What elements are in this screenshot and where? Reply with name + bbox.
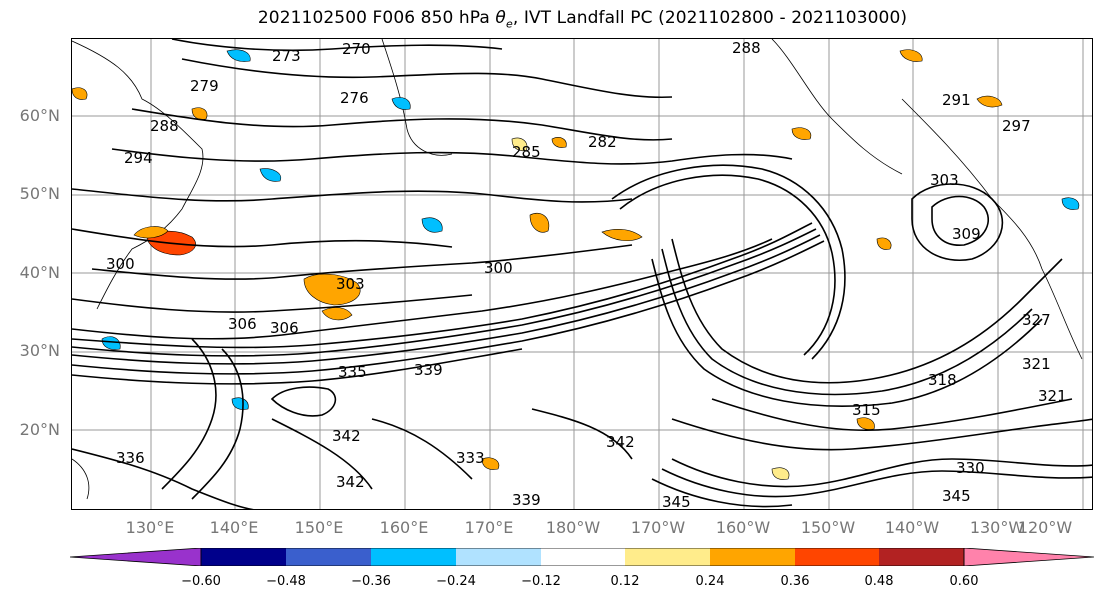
contour-label: 282 — [588, 133, 617, 151]
lon-label: 170°E — [464, 518, 514, 537]
lon-label: 160°W — [715, 518, 771, 537]
lon-label: 130°E — [125, 518, 175, 537]
contour-label: 291 — [942, 91, 971, 109]
colorbar-tick: 0.12 — [610, 574, 640, 589]
contour-label: 333 — [456, 449, 485, 467]
colorbar-segment — [286, 548, 371, 566]
coastlines — [72, 39, 1083, 500]
colorbar-tick: 0.60 — [949, 574, 979, 589]
contour-label: 288 — [150, 117, 179, 135]
colorbar-segment — [710, 548, 795, 566]
lon-label: 130°W — [969, 518, 1025, 537]
lon-label: 120°W — [1017, 518, 1073, 537]
contour-label: 306 — [228, 315, 257, 333]
colorbar-segment — [795, 548, 879, 566]
contour-label: 321 — [1022, 355, 1051, 373]
contour-label: 318 — [928, 371, 957, 389]
contour-label: 339 — [414, 361, 443, 379]
colorbar-tick: −0.24 — [436, 574, 476, 589]
lat-label: 30°N — [19, 341, 60, 360]
contour-label: 270 — [342, 40, 371, 58]
colorbar-segment — [70, 548, 202, 566]
map-title: 2021102500 F006 850 hPa θe, IVT Landfall… — [257, 8, 908, 31]
contour-label: 345 — [942, 487, 971, 505]
contour-label: 297 — [1002, 117, 1031, 135]
lon-label: 140°E — [209, 518, 259, 537]
lat-label: 50°N — [19, 184, 60, 203]
contour-label: 279 — [190, 77, 219, 95]
theta-e-contours — [72, 39, 1092, 509]
contour-label: 321 — [1038, 387, 1067, 405]
lon-label: 180°W — [545, 518, 601, 537]
contour-label: 294 — [124, 149, 153, 167]
colorbar — [70, 548, 1094, 566]
contour-label: 315 — [852, 401, 881, 419]
contour-label: 336 — [116, 449, 145, 467]
ivt-shading — [72, 49, 1080, 480]
colorbar-segment — [541, 548, 625, 566]
lat-label: 20°N — [19, 420, 60, 439]
contour-label: 306 — [270, 319, 299, 337]
contour-label: 300 — [106, 255, 135, 273]
map-panel: 273 270 276 279 288 294 282 285 291 297 … — [71, 38, 1093, 510]
contour-label: 342 — [336, 473, 365, 491]
contour-label: 276 — [340, 89, 369, 107]
colorbar-tick: −0.12 — [521, 574, 561, 589]
colorbar-tick: −0.36 — [351, 574, 391, 589]
contour-label: 339 — [512, 491, 541, 509]
contour-label: 309 — [952, 225, 981, 243]
contour-label: 273 — [272, 47, 301, 65]
lon-label: 140°W — [884, 518, 940, 537]
colorbar-segment — [456, 548, 541, 566]
contour-label: 300 — [484, 259, 513, 277]
lat-label: 40°N — [19, 263, 60, 282]
colorbar-segment — [963, 548, 1094, 566]
lon-label: 160°E — [379, 518, 429, 537]
contour-label: 342 — [606, 433, 635, 451]
colorbar-segment — [201, 548, 286, 566]
colorbar-tick: 0.36 — [780, 574, 810, 589]
contour-label: 303 — [336, 275, 365, 293]
map-canvas: 273 270 276 279 288 294 282 285 291 297 … — [72, 39, 1092, 510]
contour-label: 335 — [338, 363, 367, 381]
contour-label: 288 — [732, 39, 761, 57]
colorbar-tick: −0.48 — [266, 574, 306, 589]
lat-label: 60°N — [19, 106, 60, 125]
contour-label: 342 — [332, 427, 361, 445]
contour-label: 327 — [1022, 311, 1051, 329]
contour-label: 330 — [956, 459, 985, 477]
colorbar-tick: −0.60 — [181, 574, 221, 589]
contour-label: 345 — [662, 493, 691, 510]
contour-label: 303 — [930, 171, 959, 189]
colorbar-tick: 0.24 — [695, 574, 725, 589]
colorbar-segment — [371, 548, 456, 566]
colorbar-segment — [879, 548, 964, 566]
lon-label: 170°W — [630, 518, 686, 537]
contour-labels: 273 270 276 279 288 294 282 285 291 297 … — [106, 39, 1067, 510]
lon-label: 150°E — [294, 518, 344, 537]
colorbar-tick: 0.48 — [864, 574, 894, 589]
colorbar-segment — [625, 548, 710, 566]
contour-label: 285 — [512, 143, 541, 161]
lon-label: 150°W — [800, 518, 856, 537]
